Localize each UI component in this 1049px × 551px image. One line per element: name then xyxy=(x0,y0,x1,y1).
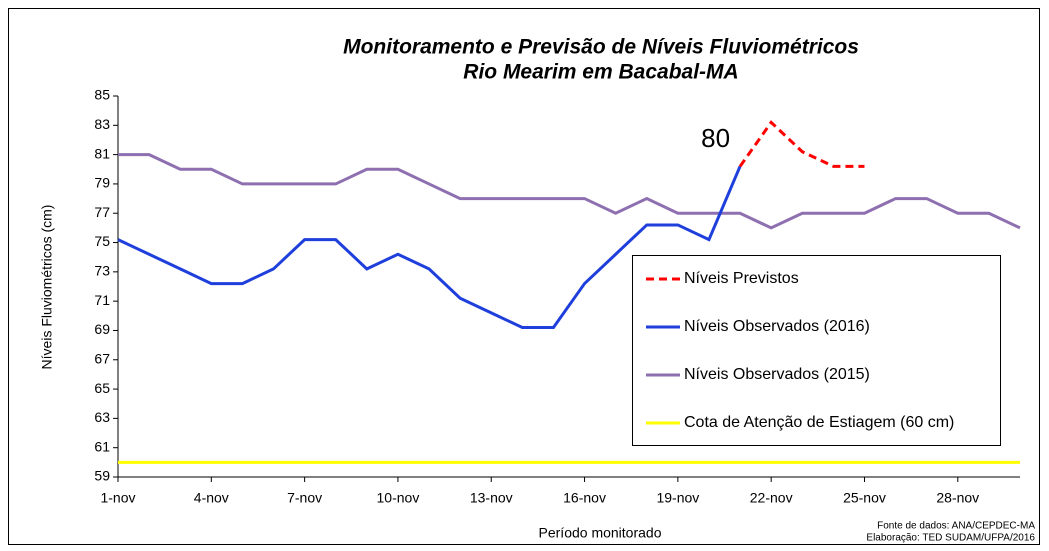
legend-label: Cota de Atenção de Estiagem (60 cm) xyxy=(684,414,954,431)
chart-title: Monitoramento e Previsão de Níveis Fluvi… xyxy=(343,36,859,59)
y-tick-label: 77 xyxy=(94,204,110,220)
x-tick-label: 22-nov xyxy=(750,490,793,506)
x-tick-label: 4-nov xyxy=(194,490,229,506)
x-tick-label: 10-nov xyxy=(377,490,420,506)
y-tick-label: 69 xyxy=(94,321,110,337)
y-tick-label: 73 xyxy=(94,263,110,279)
y-tick-label: 75 xyxy=(94,233,110,249)
source-note: Fonte de dados: ANA/CEPDEC-MA xyxy=(877,521,1035,532)
legend-label: Níveis Observados (2015) xyxy=(684,366,870,383)
y-axis-label: Níveis Fluviométricos (cm) xyxy=(39,205,55,370)
series-line xyxy=(738,120,865,168)
series-line xyxy=(117,165,742,330)
y-tick-label: 81 xyxy=(94,145,110,161)
y-tick-label: 71 xyxy=(94,292,110,308)
y-tick-label: 59 xyxy=(94,468,110,484)
x-tick-label: 19-nov xyxy=(656,490,699,506)
series-line xyxy=(118,153,1021,230)
y-tick-label: 67 xyxy=(94,350,110,366)
y-tick-label: 85 xyxy=(94,87,110,103)
data-label: 80 xyxy=(701,123,730,153)
y-tick-label: 83 xyxy=(94,116,110,132)
y-tick-label: 65 xyxy=(94,380,110,396)
y-tick-label: 79 xyxy=(94,175,110,191)
legend-label: Níveis Observados (2016) xyxy=(684,318,870,335)
y-tick-label: 61 xyxy=(94,438,110,454)
chart-subtitle: Rio Mearim em Bacabal-MA xyxy=(463,61,738,84)
x-axis-label: Período monitorado xyxy=(539,525,662,541)
x-tick-label: 7-nov xyxy=(287,490,322,506)
x-tick-label: 16-nov xyxy=(563,490,606,506)
legend-label: Níveis Previstos xyxy=(684,270,799,287)
x-tick-label: 28-nov xyxy=(936,490,979,506)
x-tick-label: 25-nov xyxy=(843,490,886,506)
x-tick-label: 1-nov xyxy=(100,490,135,506)
x-tick-label: 13-nov xyxy=(470,490,513,506)
y-tick-label: 63 xyxy=(94,409,110,425)
credit-note: Elaboração: TED SUDAM/UFPA/2016 xyxy=(866,533,1035,544)
legend-box xyxy=(632,255,1001,446)
